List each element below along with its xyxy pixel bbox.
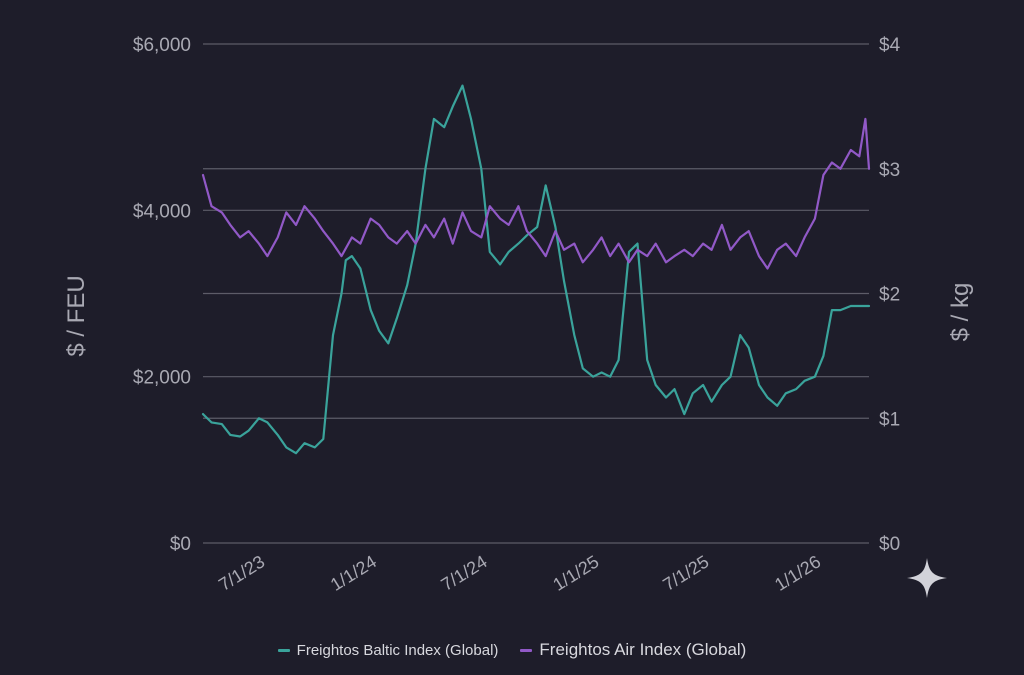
legend-swatch-baltic	[277, 648, 290, 652]
right-tick-label: $1	[879, 409, 900, 430]
x-tick-label: 1/1/26	[771, 551, 824, 594]
series-lines	[201, 84, 871, 455]
x-axis-ticks: 7/1/23 1/1/24 7/1/24 1/1/25 7/1/25 1/1/26	[215, 551, 824, 594]
legend: Freightos Baltic Index (Global) Freighto…	[0, 640, 1024, 660]
legend-item-baltic[interactable]: Freightos Baltic Index (Global)	[277, 640, 499, 660]
left-tick-label: $2,000	[133, 368, 191, 389]
x-tick-label: 7/1/24	[438, 551, 491, 594]
baltic-index-line	[201, 84, 871, 455]
legend-swatch-air	[520, 648, 533, 652]
gridlines	[203, 43, 869, 544]
right-tick-label: $2	[879, 285, 900, 306]
x-tick-label: 1/1/25	[549, 551, 602, 594]
left-tick-label: $6,000	[133, 35, 191, 56]
left-axis-ticks: $0 $2,000 $4,000 $6,000	[133, 35, 191, 555]
x-tick-label: 1/1/24	[327, 551, 380, 594]
right-tick-label: $0	[879, 534, 900, 555]
left-tick-label: $0	[170, 534, 191, 555]
legend-item-air[interactable]: Freightos Air Index (Global)	[520, 640, 746, 660]
left-tick-label: $4,000	[133, 201, 191, 222]
x-tick-label: 7/1/23	[215, 551, 268, 594]
right-tick-label: $3	[879, 160, 900, 181]
x-tick-label: 7/1/25	[659, 551, 712, 594]
legend-label-air: Freightos Air Index (Global)	[539, 640, 747, 659]
left-axis-label: $ / FEU	[63, 275, 90, 356]
right-axis-ticks: $0 $1 $2 $3 $4	[879, 35, 901, 555]
sparkle-icon[interactable]	[907, 558, 947, 598]
legend-label-baltic: Freightos Baltic Index (Global)	[296, 641, 499, 659]
right-tick-label: $4	[879, 35, 901, 56]
air-index-line	[201, 117, 871, 270]
right-axis-label: $ / kg	[947, 283, 974, 342]
